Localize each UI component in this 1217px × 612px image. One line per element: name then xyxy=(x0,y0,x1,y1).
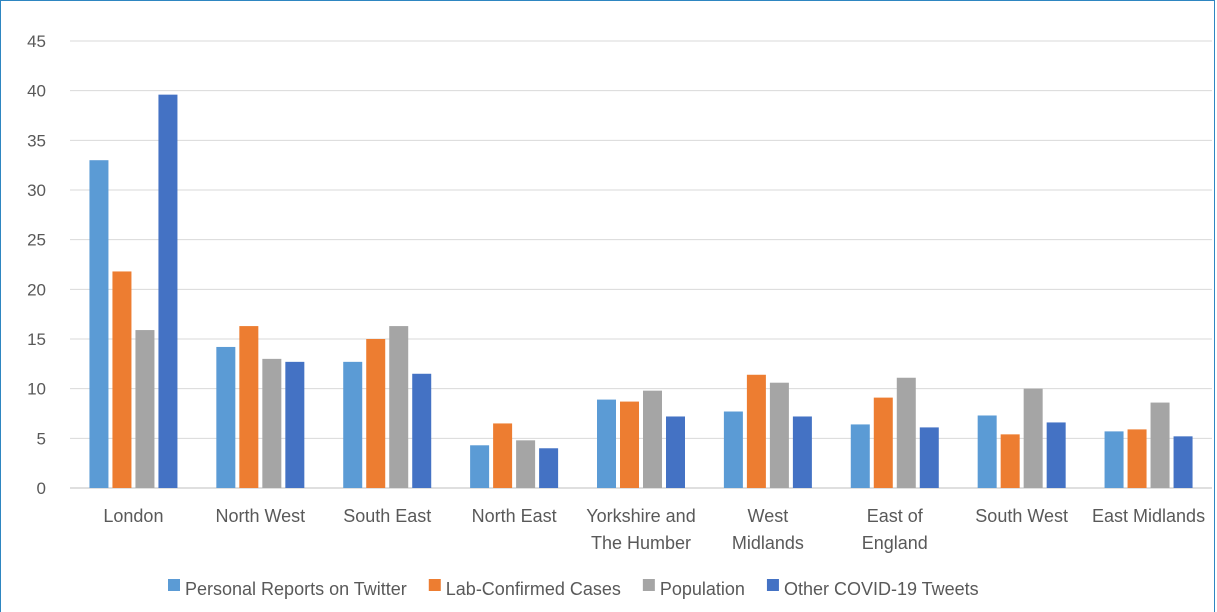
legend-item: Population xyxy=(642,579,745,599)
bar xyxy=(1000,434,1020,488)
legend-label: Population xyxy=(660,579,745,599)
x-category-label: Yorkshire and xyxy=(586,506,695,526)
bar xyxy=(873,397,893,488)
y-tick-label: 25 xyxy=(27,231,46,250)
y-tick-label: 20 xyxy=(27,280,46,299)
y-tick-label: 45 xyxy=(27,32,46,51)
legend: Personal Reports on Twitter Lab-Confirmed… xyxy=(168,579,979,599)
x-axis-categories: London North West South East North East York… xyxy=(103,506,1205,553)
x-category-label: England xyxy=(862,533,928,553)
bar xyxy=(158,94,178,488)
bar xyxy=(1046,422,1066,488)
gridlines xyxy=(70,40,1212,489)
bar xyxy=(516,440,536,488)
bar xyxy=(366,339,386,488)
bar xyxy=(896,377,916,488)
legend-swatch xyxy=(428,579,441,591)
y-tick-label: 40 xyxy=(27,82,46,101)
bar xyxy=(769,382,789,488)
bar xyxy=(285,361,305,488)
legend-item: Lab-Confirmed Cases xyxy=(428,579,621,599)
bar xyxy=(112,271,132,488)
bar xyxy=(412,373,432,488)
bar xyxy=(723,411,743,488)
bar xyxy=(1104,431,1124,488)
bar xyxy=(792,416,812,488)
x-category-label: London xyxy=(103,506,163,526)
bar xyxy=(262,358,282,488)
y-axis-ticks: 0 5 10 15 20 25 30 35 40 45 xyxy=(27,32,46,498)
bar xyxy=(1127,429,1147,488)
x-category-label: North West xyxy=(215,506,305,526)
legend-label: Other COVID-19 Tweets xyxy=(784,579,979,599)
x-category-label: South East xyxy=(343,506,431,526)
bar xyxy=(470,445,490,488)
legend-swatch xyxy=(766,579,779,591)
y-tick-label: 15 xyxy=(27,330,46,349)
legend-label: Lab-Confirmed Cases xyxy=(446,579,621,599)
bar xyxy=(493,423,513,488)
bar xyxy=(1173,436,1193,488)
x-category-label: East of xyxy=(867,506,924,526)
x-category-label: East Midlands xyxy=(1092,506,1205,526)
y-tick-label: 30 xyxy=(27,181,46,200)
bar xyxy=(343,361,363,488)
bar xyxy=(850,424,870,488)
bar xyxy=(389,326,409,488)
y-tick-label: 0 xyxy=(37,479,46,498)
bar xyxy=(666,416,685,488)
legend-swatch xyxy=(168,579,180,591)
bar xyxy=(597,399,616,488)
bar xyxy=(1150,402,1170,488)
bar xyxy=(1023,388,1043,488)
legend-item: Other COVID-19 Tweets xyxy=(766,579,979,599)
x-category-label: The Humber xyxy=(591,533,691,553)
bar xyxy=(643,390,662,488)
bar xyxy=(620,401,639,488)
y-tick-label: 10 xyxy=(27,380,46,399)
bar xyxy=(216,346,236,488)
y-tick-label: 35 xyxy=(27,131,46,150)
bar xyxy=(919,427,939,488)
bar xyxy=(239,326,259,488)
bar xyxy=(89,160,109,488)
x-category-label: South West xyxy=(975,506,1068,526)
x-category-label: Midlands xyxy=(732,533,804,553)
bar xyxy=(746,374,766,488)
legend-item: Personal Reports on Twitter xyxy=(168,579,407,599)
legend-label: Personal Reports on Twitter xyxy=(185,579,407,599)
bar xyxy=(135,330,155,488)
x-category-label: West xyxy=(748,506,789,526)
x-category-label: North East xyxy=(472,506,557,526)
legend-swatch xyxy=(642,579,655,591)
y-tick-label: 5 xyxy=(37,429,46,448)
bar xyxy=(539,448,559,488)
bar xyxy=(977,415,997,488)
bars xyxy=(89,94,1193,488)
